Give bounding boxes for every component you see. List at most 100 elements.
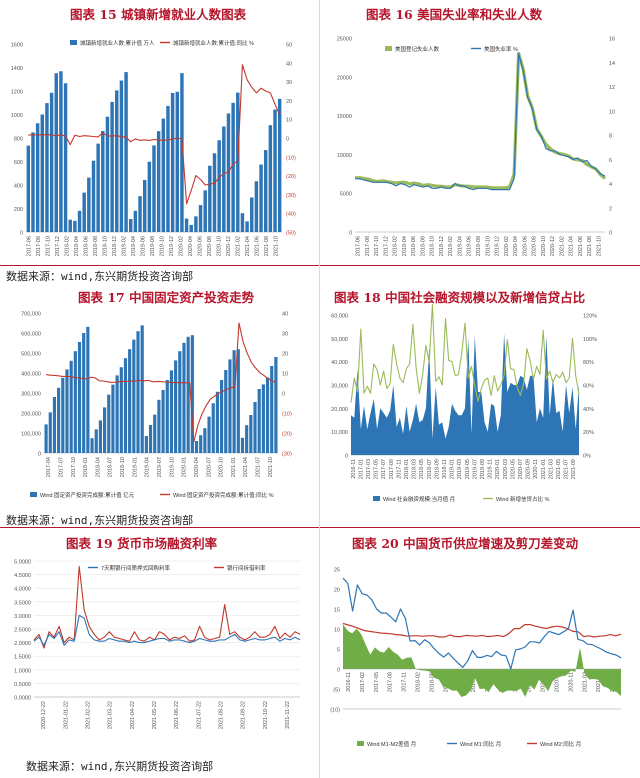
bar [257,389,261,453]
y2-tick-label: (30) [286,193,296,199]
x-tick-label: 2021-06 [578,236,584,256]
bar [194,441,199,453]
bar [220,380,224,453]
y2-tick-label: 50 [286,43,292,49]
x-tick-label: 2021-04 [245,236,251,256]
x-tick-label: 2019-04 [457,236,463,256]
bar [73,220,77,232]
x-tick-label: 2019-02 [471,672,477,692]
y-tick-label: 200 [14,207,23,213]
series-line [342,622,622,638]
bar [115,375,119,453]
x-tick-label: 2019-07 [157,457,163,477]
bar [203,428,207,453]
y2-tick-label: 8 [609,134,612,140]
bar [226,113,231,232]
y-tick-label: 20 [334,588,340,594]
column-separator [319,0,320,778]
x-tick-label: 2021-08 [264,236,270,256]
x-tick-label: 2019-03 [457,459,463,479]
x-tick-label: 2020-01 [495,459,501,479]
x-tick-label: 2019-10 [169,457,175,477]
area-fill [343,624,621,697]
y2-tick-label: 30 [286,80,292,86]
y-tick-label: 0 [38,452,41,458]
bar [91,160,96,232]
x-tick-label: 2020-10 [541,236,547,256]
y-tick-label: 50,000 [331,337,348,343]
bar [268,125,273,232]
legend-label: Wind 固定资产投资完成额:累计值 亿元 [40,491,135,499]
x-tick-label: 2017-05 [374,459,380,479]
y-tick-label: 10000 [337,153,352,159]
x-tick-label: 2021-04 [243,457,249,477]
bar [73,351,77,453]
x-tick-label: 2018-10 [103,236,109,256]
x-tick-label: 2020-11 [533,459,539,479]
bar [152,145,156,232]
y2-tick-label: 4 [609,182,612,188]
bar [203,190,207,232]
bar [215,391,219,453]
y2-tick-label: 16 [609,37,615,43]
y-tick-label: 5000 [340,192,352,198]
bar [96,143,100,232]
chart-title-16: 图表 16 美国失业率和失业人数 [366,7,543,22]
x-tick-label: 2017-03 [366,459,372,479]
y-tick-label: 400,000 [21,372,41,378]
bar [273,109,277,232]
y2-tick-label: (20) [282,432,292,438]
legend-label: 美国登记失业人数 [395,45,440,53]
bar [161,118,166,232]
y-tick-label: 0 [349,231,352,237]
bar [217,140,221,232]
x-tick-label: 2018-05 [429,672,435,692]
x-tick-label: 2016-11 [351,459,357,479]
x-tick-label: 2021-08-22 [218,701,224,729]
legend-label: Wind M1-M2差值 月 [367,740,416,748]
y-tick-label: 10,000 [331,430,348,436]
data-source-note: 数据来源：wind,东兴期货投资咨询部 [6,514,194,527]
x-tick-label: 2021-04 [569,236,575,256]
y-tick-label: 20000 [337,75,352,81]
y-tick-label: 0.5000 [14,682,31,688]
x-tick-label: 2017-12 [383,236,389,256]
bar [212,153,217,232]
legend-label: 银行间拆借利率 [227,564,266,572]
x-tick-label: 2021-10-22 [263,701,269,729]
series-line [33,565,301,649]
x-tick-label: 2020-07 [206,457,212,477]
y-tick-label: 5 [337,648,340,654]
row-separator-1 [0,265,640,266]
x-tick-label: 2021-10 [273,236,279,256]
legend-label: 美国失业率 % [484,45,518,53]
x-tick-label: 2017-04 [46,457,52,477]
bar [82,192,86,232]
chart-title-17: 图表 17 中国固定资产投资走势 [78,290,255,305]
y2-tick-label: 10 [282,372,288,378]
bar [211,403,215,453]
legend-label: Wind 新增信贷占比 % [496,495,550,503]
x-tick-label: 2019-10 [159,236,165,256]
chart-15-employment: 0 200 400 600 800 1000 1200 1400 1600 50 40 30 20 10 0… [11,39,296,256]
y-tick-label: 30,000 [331,384,348,390]
bar [68,219,72,232]
x-tick-label: 2017-12 [55,236,61,256]
x-tick-label: 2020-12 [550,236,556,256]
bar [138,196,142,232]
x-tick-label: 2017-10 [46,236,52,256]
x-tick-label: 2017-11 [396,459,402,479]
bar [165,380,169,453]
x-tick-label: 2021-02 [235,236,241,256]
x-tick-label: 2018-06 [84,236,90,256]
bar [231,102,235,233]
y-tick-label: 800 [14,137,23,143]
y2-tick-label: 100% [583,337,597,343]
x-tick-label: 2021-11-22 [285,701,291,729]
x-tick-label: 2017-07 [381,459,387,479]
bar [245,221,249,232]
x-tick-label: 2018-10 [430,236,436,256]
series-line [355,53,606,191]
bar [263,150,268,232]
x-tick-label: 2017-09 [389,459,395,479]
